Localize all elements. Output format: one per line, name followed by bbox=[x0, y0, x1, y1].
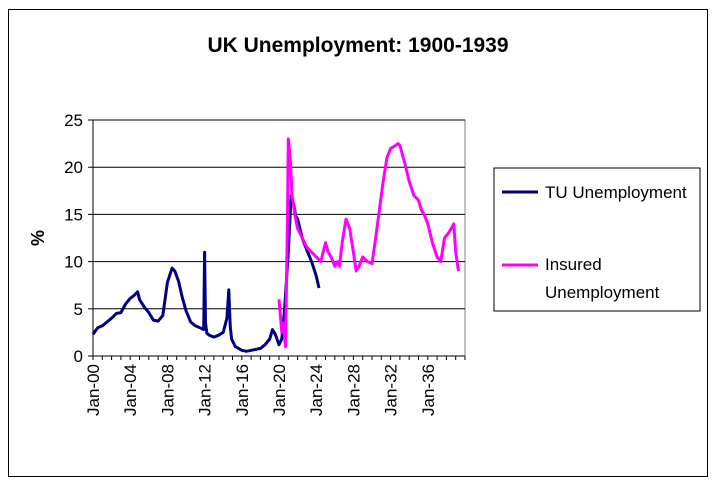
x-tick-label: Jan-24 bbox=[307, 364, 326, 416]
chart-title: UK Unemployment: 1900-1939 bbox=[207, 34, 508, 57]
y-tick-label: 10 bbox=[64, 253, 83, 272]
x-tick-label: Jan-36 bbox=[419, 364, 438, 416]
x-tick-label: Jan-16 bbox=[233, 364, 252, 416]
y-tick-label: 15 bbox=[64, 205, 83, 224]
x-tick-label: Jan-12 bbox=[196, 364, 215, 416]
x-tick-label: Jan-00 bbox=[84, 364, 103, 416]
legend-label-insured-unemployment: Insured Unemployment bbox=[545, 255, 660, 302]
x-tick-label: Jan-20 bbox=[270, 364, 289, 416]
y-tick-label: 0 bbox=[74, 347, 83, 366]
plot-area: 0 5 10 15 20 25 Jan-00 Jan-04 Jan-08 Jan-12 Jan-16… bbox=[64, 111, 466, 416]
x-tick-label: Jan-28 bbox=[344, 364, 363, 416]
x-tick-label: Jan-08 bbox=[158, 364, 177, 416]
y-axis-label: % bbox=[28, 230, 48, 246]
plot-background bbox=[92, 119, 466, 357]
y-tick-label: 5 bbox=[74, 300, 83, 319]
x-tick-label: Jan-04 bbox=[121, 364, 140, 416]
y-tick-label: 20 bbox=[64, 158, 83, 177]
series-line-insured-unemployment bbox=[277, 137, 460, 349]
y-tick-label: 25 bbox=[64, 111, 83, 130]
legend: TU Unemployment Insured Unemployment bbox=[493, 167, 701, 312]
legend-label-tu-unemployment: TU Unemployment bbox=[545, 183, 687, 202]
x-tick-label: Jan-32 bbox=[382, 364, 401, 416]
